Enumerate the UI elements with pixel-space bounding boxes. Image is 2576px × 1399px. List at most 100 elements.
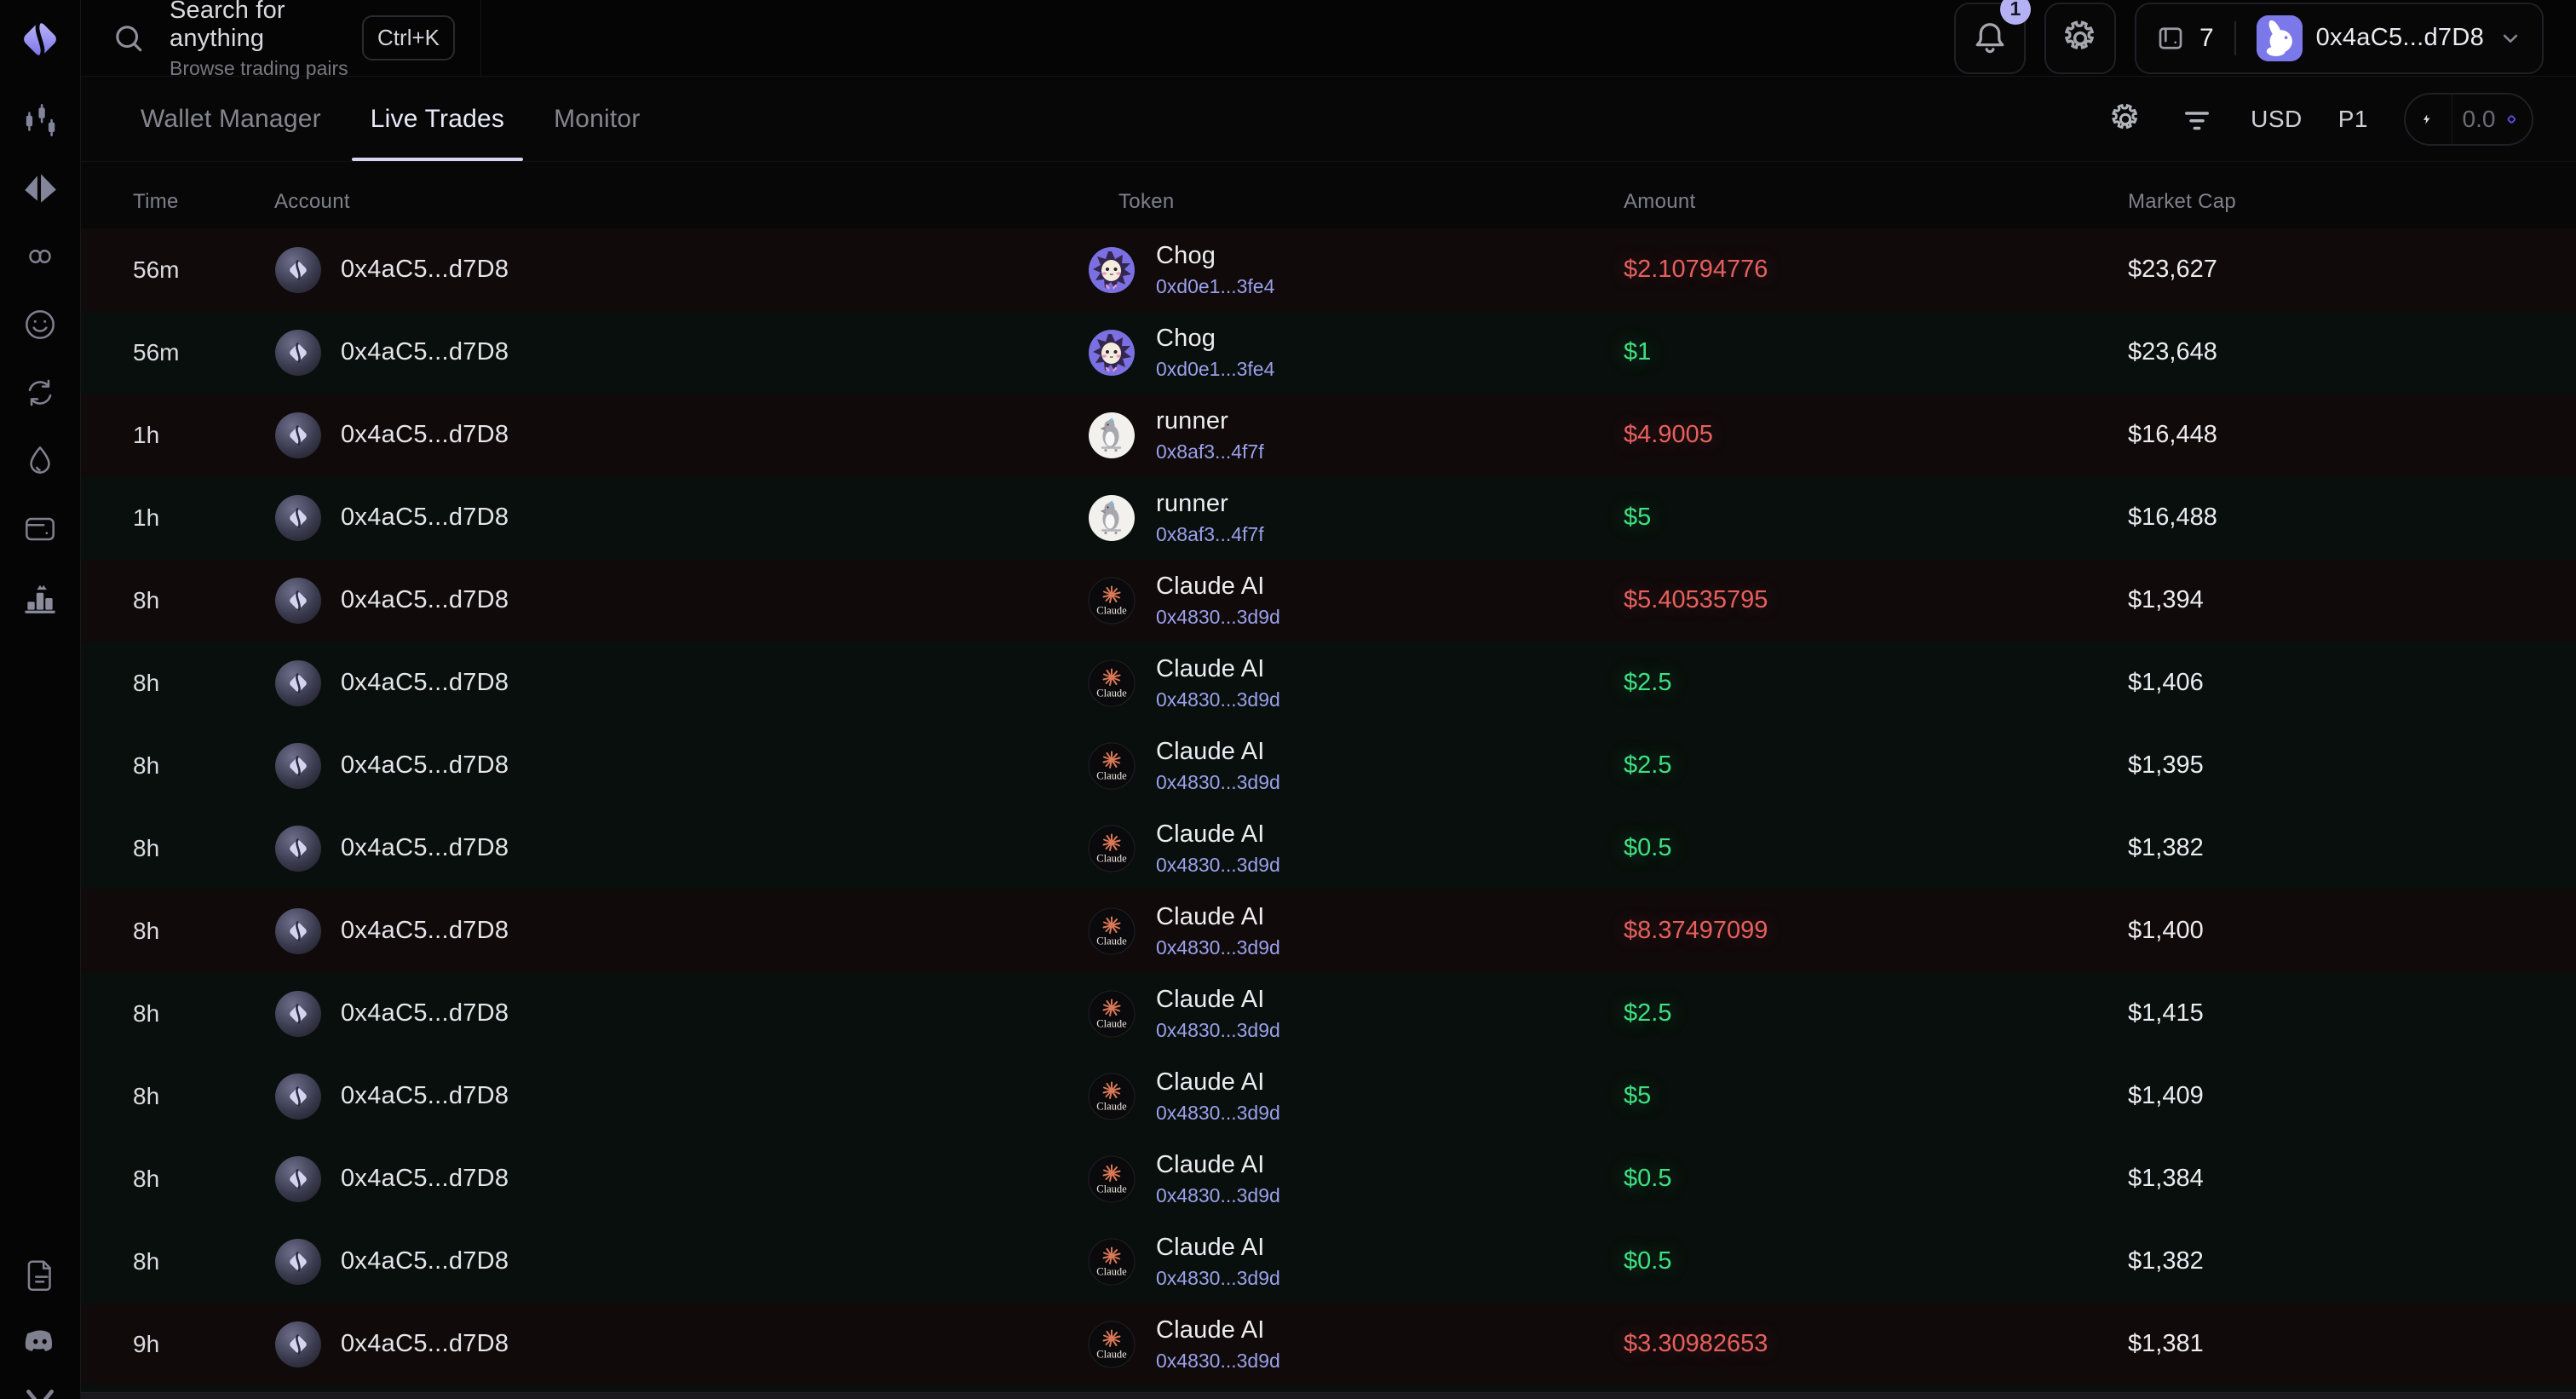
token-address-link[interactable]: 0x8af3...4f7f: [1156, 440, 1264, 463]
trade-time: 1h: [133, 504, 160, 531]
token-address-link[interactable]: 0xd0e1...3fe4: [1156, 357, 1275, 380]
trade-row[interactable]: 8h 0x4aC5...d7D8 Claude Claude AI 0x4830…: [81, 1055, 2576, 1137]
token-address-link[interactable]: 0x4830...3d9d: [1156, 605, 1280, 628]
token-address-link[interactable]: 0x4830...3d9d: [1156, 853, 1280, 876]
sidebar-item-split-diamond[interactable]: [19, 167, 61, 210]
trade-row[interactable]: 8h 0x4aC5...d7D8 Claude Claude AI 0x4830…: [81, 889, 2576, 972]
trade-account[interactable]: 0x4aC5...d7D8: [274, 825, 1088, 872]
trade-amount: $5.40535795: [1624, 586, 1768, 613]
trade-row[interactable]: 8h 0x4aC5...d7D8 Claude Claude AI 0x4830…: [81, 807, 2576, 889]
sidebar-item-document[interactable]: [19, 1254, 61, 1297]
trade-time: 8h: [133, 669, 160, 696]
token-address-link[interactable]: 0x4830...3d9d: [1156, 1266, 1280, 1289]
trade-row[interactable]: 8h 0x4aC5...d7D8 Claude Claude AI 0x4830…: [81, 1137, 2576, 1220]
trade-row[interactable]: 9h 0x4aC5...d7D8 Claude Claude AI 0x4830…: [81, 1303, 2576, 1385]
sidebar-item-leaderboard[interactable]: [19, 576, 61, 619]
trade-amount: $4.9005: [1624, 421, 1713, 448]
sidebar-item-discord[interactable]: [19, 1319, 61, 1362]
trade-account[interactable]: 0x4aC5...d7D8: [274, 1321, 1088, 1368]
token-address-link[interactable]: 0xd0e1...3fe4: [1156, 274, 1275, 297]
trade-token[interactable]: Claude Claude AI 0x4830...3d9d: [1088, 1151, 1624, 1207]
trade-row[interactable]: 8h 0x4aC5...d7D8 Claude Claude AI 0x4830…: [81, 972, 2576, 1055]
trade-token[interactable]: Claude Claude AI 0x4830...3d9d: [1088, 738, 1624, 794]
sidebar-item-refresh[interactable]: [19, 371, 61, 414]
trade-market-cap: $1,400: [2128, 917, 2204, 944]
chip-divider: [2234, 20, 2236, 55]
currency-toggle[interactable]: USD: [2251, 105, 2303, 132]
account-coin-icon: [274, 907, 322, 955]
bottom-scrollbar-track[interactable]: [81, 1392, 2576, 1399]
token-address-link[interactable]: 0x4830...3d9d: [1156, 1101, 1280, 1124]
settings-button[interactable]: [2044, 2, 2116, 74]
token-avatar-claude: Claude: [1088, 1238, 1136, 1286]
tab-live-trades[interactable]: Live Trades: [351, 77, 524, 161]
wallet-selector[interactable]: 7 0x4aC5...d7D8: [2134, 2, 2544, 74]
trade-token[interactable]: Claude Claude AI 0x4830...3d9d: [1088, 1068, 1624, 1125]
preset-toggle[interactable]: P1: [2337, 105, 2368, 132]
trade-row[interactable]: 56m 0x4aC5...d7D8 Chog 0xd0e1...3fe4 $1 $…: [81, 311, 2576, 394]
trade-row[interactable]: 8h 0x4aC5...d7D8 Claude Claude AI 0x4830…: [81, 642, 2576, 724]
trade-token[interactable]: Claude Claude AI 0x4830...3d9d: [1088, 1234, 1624, 1290]
trade-amount: $2.5: [1624, 751, 1672, 779]
trade-row[interactable]: 8h 0x4aC5...d7D8 Claude Claude AI 0x4830…: [81, 1220, 2576, 1303]
trade-row[interactable]: 1h 0x4aC5...d7D8 runner 0x8af3...4f7f $5…: [81, 476, 2576, 559]
trade-account[interactable]: 0x4aC5...d7D8: [274, 494, 1088, 542]
trade-token[interactable]: runner 0x8af3...4f7f: [1088, 490, 1624, 546]
tab-monitor[interactable]: Monitor: [554, 104, 641, 133]
trade-account[interactable]: 0x4aC5...d7D8: [274, 246, 1088, 294]
trade-account[interactable]: 0x4aC5...d7D8: [274, 990, 1088, 1038]
token-address-link[interactable]: 0x4830...3d9d: [1156, 1018, 1280, 1041]
quick-buy-control[interactable]: 0.0: [2404, 92, 2533, 146]
trade-token[interactable]: runner 0x8af3...4f7f: [1088, 407, 1624, 463]
search-input[interactable]: Search for anything Browse trading pairs…: [81, 0, 481, 79]
token-address-link[interactable]: 0x4830...3d9d: [1156, 936, 1280, 959]
token-name: runner: [1156, 489, 1229, 517]
trade-account[interactable]: 0x4aC5...d7D8: [274, 659, 1088, 707]
trade-account[interactable]: 0x4aC5...d7D8: [274, 907, 1088, 955]
trade-account[interactable]: 0x4aC5...d7D8: [274, 1238, 1088, 1286]
search-labels: Search for anything Browse trading pairs: [170, 0, 362, 80]
token-address-link[interactable]: 0x8af3...4f7f: [1156, 522, 1264, 545]
trade-row[interactable]: 56m 0x4aC5...d7D8 Chog 0xd0e1...3fe4 $2.…: [81, 228, 2576, 311]
account-coin-icon: [274, 1155, 322, 1203]
trade-token[interactable]: Claude Claude AI 0x4830...3d9d: [1088, 655, 1624, 711]
trade-amount: $2.5: [1624, 669, 1672, 696]
trade-token[interactable]: Chog 0xd0e1...3fe4: [1088, 325, 1624, 381]
trade-account[interactable]: 0x4aC5...d7D8: [274, 577, 1088, 625]
sidebar-item-x-twitter[interactable]: [19, 1384, 61, 1399]
trade-token[interactable]: Claude Claude AI 0x4830...3d9d: [1088, 903, 1624, 959]
tab-wallet-manager[interactable]: Wallet Manager: [141, 104, 321, 133]
token-name: Claude AI: [1156, 737, 1265, 765]
app-logo-icon[interactable]: [16, 15, 64, 63]
trade-market-cap: $1,395: [2128, 751, 2204, 779]
trade-token[interactable]: Claude Claude AI 0x4830...3d9d: [1088, 573, 1624, 629]
token-name: Claude AI: [1156, 985, 1265, 1013]
trade-time: 8h: [133, 751, 160, 779]
trade-row[interactable]: 1h 0x4aC5...d7D8 runner 0x8af3...4f7f $4…: [81, 394, 2576, 476]
filter-button[interactable]: [2179, 101, 2215, 137]
token-address-link[interactable]: 0x4830...3d9d: [1156, 1349, 1280, 1372]
sidebar-item-wallet-card[interactable]: [19, 508, 61, 550]
token-address-link[interactable]: 0x4830...3d9d: [1156, 770, 1280, 793]
sidebar-item-candlesticks[interactable]: [19, 99, 61, 141]
sidebar-item-droplet[interactable]: [19, 440, 61, 482]
token-address-link[interactable]: 0x4830...3d9d: [1156, 1183, 1280, 1206]
trade-account[interactable]: 0x4aC5...d7D8: [274, 412, 1088, 459]
trade-account[interactable]: 0x4aC5...d7D8: [274, 1155, 1088, 1203]
trade-row[interactable]: 8h 0x4aC5...d7D8 Claude Claude AI 0x4830…: [81, 724, 2576, 807]
trade-amount: $0.5: [1624, 1165, 1672, 1192]
sidebar-item-infinity[interactable]: [19, 235, 61, 278]
notifications-button[interactable]: 1: [1953, 0, 2031, 74]
trade-account[interactable]: 0x4aC5...d7D8: [274, 329, 1088, 377]
trade-account[interactable]: 0x4aC5...d7D8: [274, 742, 1088, 790]
trade-token[interactable]: Claude Claude AI 0x4830...3d9d: [1088, 986, 1624, 1042]
trade-token[interactable]: Claude Claude AI 0x4830...3d9d: [1088, 1316, 1624, 1373]
token-address-link[interactable]: 0x4830...3d9d: [1156, 688, 1280, 711]
trade-row[interactable]: 8h 0x4aC5...d7D8 Claude Claude AI 0x4830…: [81, 559, 2576, 642]
leaderboard-icon: [20, 578, 60, 617]
table-settings-button[interactable]: [2107, 101, 2143, 137]
trade-token[interactable]: Chog 0xd0e1...3fe4: [1088, 242, 1624, 298]
trade-account[interactable]: 0x4aC5...d7D8: [274, 1073, 1088, 1120]
trade-token[interactable]: Claude Claude AI 0x4830...3d9d: [1088, 820, 1624, 877]
sidebar-item-smiley[interactable]: [19, 303, 61, 346]
